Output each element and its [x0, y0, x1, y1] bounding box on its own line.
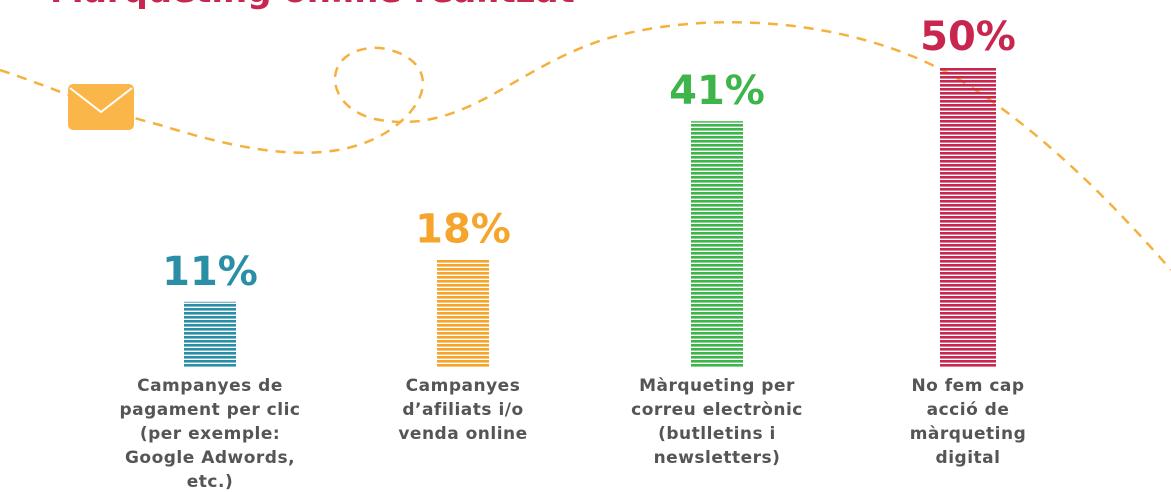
bar [437, 260, 489, 368]
value-label: 18% [415, 207, 511, 253]
chart-title: Màrqueting online realitzat [50, 0, 575, 11]
category-label: Màrqueting per correu electrònic (butlle… [622, 374, 812, 470]
bar [691, 121, 743, 368]
bar [184, 302, 236, 368]
value-label: 41% [669, 68, 765, 114]
value-label: 50% [920, 14, 1016, 60]
infographic: Màrqueting online realitzat 11% 18% 41% 50%… [0, 0, 1171, 492]
bar [940, 67, 996, 368]
envelope-icon [68, 84, 134, 130]
category-label: Campanyes de pagament per clic (per exem… [110, 374, 310, 492]
value-label: 11% [162, 249, 258, 295]
category-label: Campanyes d’afiliats i/o venda online [388, 374, 538, 446]
category-label: No fem cap acció de màrqueting digital [893, 374, 1043, 470]
